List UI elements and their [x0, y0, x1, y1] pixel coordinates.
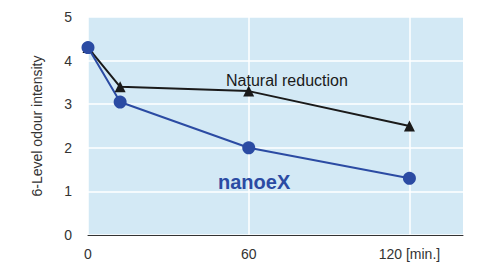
svg-text:0: 0: [64, 227, 72, 243]
svg-text:120 [min.]: 120 [min.]: [379, 246, 440, 262]
svg-text:60: 60: [241, 246, 257, 262]
svg-text:2: 2: [64, 140, 72, 156]
svg-text:1: 1: [64, 183, 72, 199]
svg-text:nanoeX: nanoeX: [218, 171, 291, 193]
svg-text:6-Level odour intensity: 6-Level odour intensity: [29, 56, 45, 197]
svg-text:4: 4: [64, 53, 72, 69]
svg-text:5: 5: [64, 9, 72, 25]
svg-text:Natural reduction: Natural reduction: [226, 72, 348, 89]
svg-text:0: 0: [84, 246, 92, 262]
svg-text:3: 3: [64, 96, 72, 112]
